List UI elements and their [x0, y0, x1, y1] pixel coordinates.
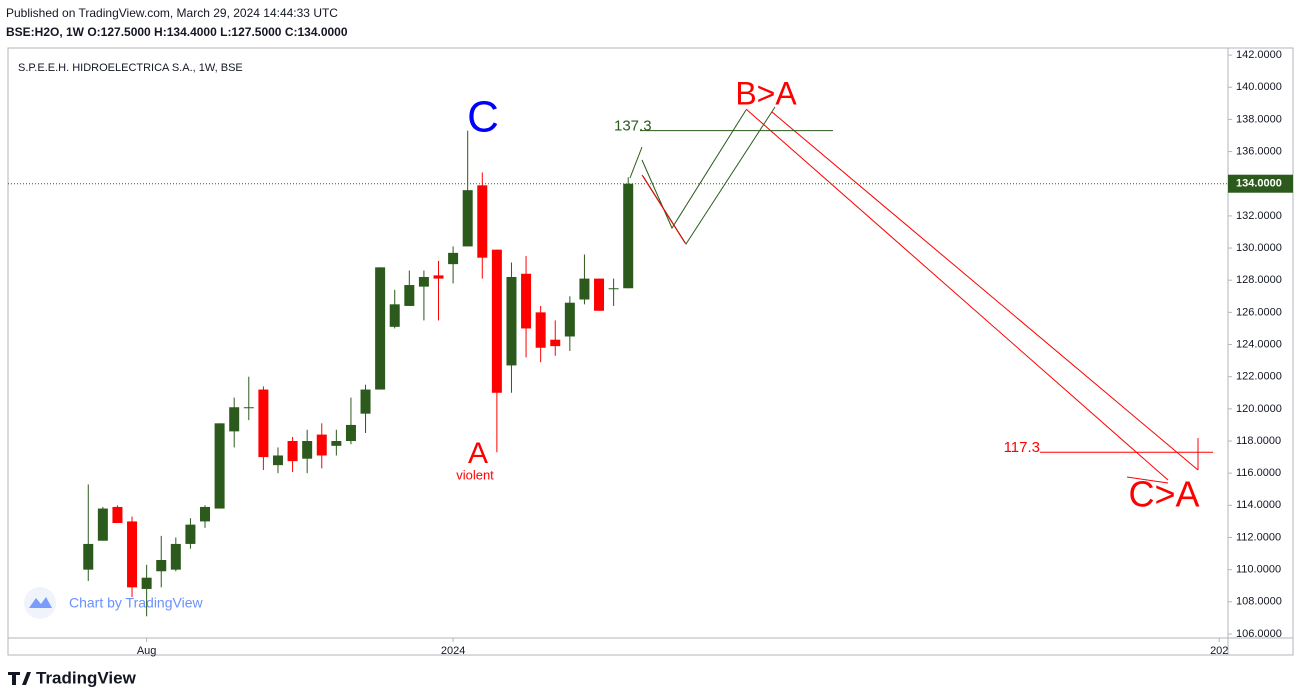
candle-body: [156, 560, 167, 572]
watermark-icon-shape: [29, 597, 52, 608]
drawings: [629, 106, 1199, 484]
y-tick-label: 116.0000: [1236, 467, 1281, 479]
candle-body: [331, 441, 342, 446]
candle-body: [302, 441, 313, 459]
last-price-box: [1228, 174, 1293, 193]
x-tick-label: Aug: [137, 645, 157, 657]
y-tick-label: 110.0000: [1236, 564, 1281, 576]
candle-body: [550, 339, 561, 347]
y-tick-label: 142.0000: [1236, 49, 1282, 61]
candle-body: [535, 312, 546, 348]
candle-body: [418, 276, 429, 287]
candle-body: [112, 506, 123, 524]
candle-body: [200, 506, 211, 522]
y-tick-label: 122.0000: [1236, 371, 1282, 383]
drawing-line: [771, 111, 1199, 471]
published: Published on TradingView.com, March 29, …: [6, 6, 338, 20]
candle-body: [97, 508, 108, 541]
y-tick-label: 132.0000: [1236, 210, 1282, 222]
annotation: C: [467, 93, 499, 142]
candle-body: [389, 304, 400, 327]
level-label: 117.3: [1004, 439, 1040, 456]
last-price-label: 134.0000: [1236, 178, 1282, 190]
y-tick-label: 138.0000: [1236, 113, 1282, 125]
candle-body: [214, 423, 225, 509]
y-tick-label: 130.0000: [1236, 242, 1282, 254]
annotation: C>A: [1128, 474, 1199, 515]
candle-body: [127, 521, 138, 588]
annotation: B>A: [735, 75, 797, 111]
ohlc: BSE:H2O, 1W O:127.5000 H:134.4000 L:127.…: [6, 25, 348, 39]
watermark: Chart by TradingView: [69, 595, 203, 611]
candle-body: [477, 185, 488, 258]
candle-body: [448, 252, 459, 265]
candle-body: [243, 407, 254, 409]
frame: [7, 47, 1294, 656]
candle-body: [83, 543, 94, 570]
brand-logo: [8, 672, 31, 685]
candle-body: [258, 389, 269, 458]
annotation: violent: [456, 467, 494, 482]
candle-body: [170, 543, 181, 570]
y-tick-label: 108.0000: [1236, 596, 1282, 608]
drawing-line: [629, 146, 643, 179]
drawing-line: [642, 106, 776, 245]
x-tick-label: 202: [1210, 645, 1228, 657]
brand: TradingView: [36, 668, 137, 687]
y-tick-label: 114.0000: [1236, 499, 1281, 511]
candle-body: [433, 275, 444, 279]
candle-body: [506, 276, 517, 366]
candle-body: [521, 273, 532, 329]
candle-body: [594, 278, 605, 311]
y-tick-label: 112.0000: [1236, 531, 1281, 543]
candle-body: [345, 424, 356, 442]
candle-body: [404, 285, 415, 306]
y-tick-label: 136.0000: [1236, 145, 1282, 157]
candle-body: [491, 249, 502, 393]
y-tick-label: 124.0000: [1236, 338, 1282, 350]
candle-body: [375, 267, 386, 390]
candle-body: [185, 524, 196, 544]
candle-body: [272, 455, 283, 466]
y-tick-label: 128.0000: [1236, 274, 1282, 286]
candle-body: [360, 389, 371, 414]
y-tick-label: 118.0000: [1236, 435, 1281, 447]
drawing-line: [745, 108, 1169, 481]
candle-body: [564, 302, 575, 337]
y-tick-label: 126.0000: [1236, 306, 1282, 318]
chart-title: S.P.E.E.H. HIDROELECTRICA S.A., 1W, BSE: [18, 62, 243, 74]
annotation: A: [468, 437, 488, 470]
drawing-line: [1126, 476, 1169, 484]
level-label: 137.3: [614, 118, 652, 135]
candle-body: [141, 577, 152, 589]
drawing-line: [641, 174, 686, 244]
candle-body: [229, 407, 240, 432]
candle-body: [608, 288, 619, 290]
y-tick-label: 106.0000: [1236, 628, 1282, 640]
candle-body: [623, 183, 634, 289]
candle-body: [316, 434, 327, 456]
candle-body: [462, 190, 473, 247]
candle-body: [287, 441, 298, 462]
drawing-line: [641, 109, 747, 230]
candle-body: [579, 278, 590, 300]
y-tick-label: 120.0000: [1236, 403, 1282, 415]
x-tick-label: 2024: [441, 645, 465, 657]
y-tick-label: 140.0000: [1236, 81, 1282, 93]
